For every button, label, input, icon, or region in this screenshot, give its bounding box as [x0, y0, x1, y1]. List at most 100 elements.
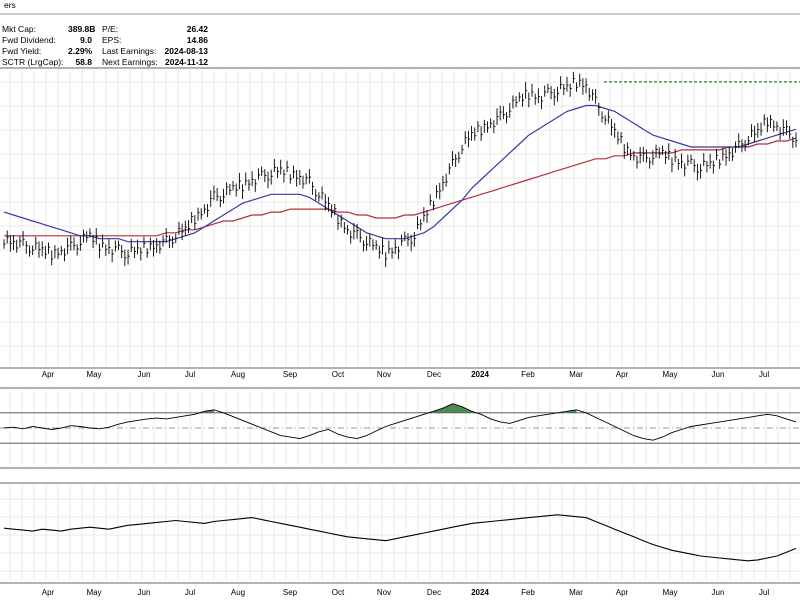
price-bar	[130, 238, 133, 252]
price-bar	[312, 181, 315, 195]
price-bar	[219, 195, 222, 208]
price-bar	[197, 207, 200, 221]
stat-label: P/E:	[102, 24, 119, 34]
price-bar	[280, 159, 283, 175]
panel-frames	[0, 67, 800, 584]
price-bar	[677, 158, 680, 170]
price-bar	[655, 144, 658, 158]
price-bar	[38, 241, 41, 258]
price-bar	[194, 215, 197, 230]
stat-label: Fwd Dividend:	[2, 35, 56, 45]
price-bar	[156, 238, 159, 253]
price-bar	[3, 239, 6, 249]
price-bar	[168, 234, 171, 248]
price-bar	[738, 133, 741, 149]
price-bar	[646, 149, 649, 163]
stat-row: Mkt Cap: 389.8B	[2, 24, 95, 35]
price-bar	[95, 228, 98, 245]
price-bar	[286, 160, 289, 173]
price-x-tick-label: Jul	[759, 370, 769, 379]
price-bar	[324, 193, 327, 211]
price-bar	[340, 214, 343, 228]
price-bar	[401, 234, 404, 246]
price-bar	[607, 110, 610, 124]
price-bar	[254, 179, 257, 193]
price-bar	[471, 125, 474, 141]
rs-x-tick-label: Apr	[42, 588, 55, 597]
rs-x-tick-label: May	[662, 588, 677, 597]
price-bar	[394, 239, 397, 255]
price-bar	[668, 143, 671, 160]
price-bar	[111, 249, 114, 263]
price-bar	[604, 115, 607, 125]
price-bar	[423, 207, 426, 222]
price-bar	[410, 234, 413, 252]
price-bar	[232, 181, 235, 191]
price-bar	[9, 235, 12, 252]
stat-row: Last Earnings: 2024-08-13	[102, 46, 208, 57]
price-bar	[391, 247, 394, 259]
price-bar	[86, 231, 89, 243]
rs-x-tick-label: Feb	[521, 588, 535, 597]
price-bar	[299, 170, 302, 185]
price-bar	[452, 151, 455, 166]
price-bar	[296, 169, 299, 187]
price-bar	[140, 247, 143, 261]
price-bar	[649, 157, 652, 169]
price-bar	[582, 78, 585, 95]
price-bar	[652, 150, 655, 166]
price-bar	[331, 204, 334, 218]
price-bar	[308, 168, 311, 184]
price-bar	[19, 236, 22, 248]
price-bar	[467, 130, 470, 148]
price-bar	[226, 182, 229, 196]
price-bar	[617, 131, 620, 145]
price-bar	[588, 87, 591, 101]
price-bar	[623, 144, 626, 159]
price-bar	[716, 148, 719, 161]
price-bar	[700, 163, 703, 179]
price-bar	[687, 154, 690, 166]
price-bar	[665, 151, 668, 165]
price-bar	[518, 92, 521, 102]
price-bar	[235, 183, 238, 197]
price-bar	[385, 252, 388, 268]
price-bar	[178, 221, 181, 235]
price-bar	[143, 236, 146, 248]
price-bar	[706, 160, 709, 173]
price-bar	[67, 237, 70, 255]
price-bar	[229, 183, 232, 196]
stat-label: EPS:	[102, 35, 122, 45]
stat-value: 2024-11-12	[164, 57, 208, 67]
price-bar	[83, 229, 86, 243]
price-bar	[499, 105, 502, 121]
price-bar	[744, 139, 747, 152]
price-bar	[754, 125, 757, 143]
price-bar	[776, 121, 779, 131]
price-bar	[455, 154, 458, 168]
price-bar	[480, 126, 483, 142]
price-bar	[420, 219, 423, 231]
price-bar	[118, 240, 121, 250]
price-bar	[693, 159, 696, 173]
price-bar	[770, 114, 773, 128]
price-bar	[273, 158, 276, 173]
price-bar	[493, 120, 496, 134]
price-bar	[369, 233, 372, 247]
price-bar	[264, 169, 267, 183]
price-bar	[566, 76, 569, 92]
price-bar	[464, 131, 467, 145]
price-bar	[502, 106, 505, 120]
osc-line	[3, 403, 797, 441]
price-bar	[51, 250, 54, 266]
price-bar	[579, 73, 582, 87]
price-x-tick-label: Apr	[616, 370, 629, 379]
price-bar	[133, 246, 137, 259]
price-bar	[442, 175, 445, 191]
price-bar	[725, 149, 728, 166]
price-bar	[795, 132, 798, 148]
price-bar	[448, 163, 451, 175]
price-bar	[731, 147, 734, 161]
rs-x-tick-label: Dec	[427, 588, 441, 597]
